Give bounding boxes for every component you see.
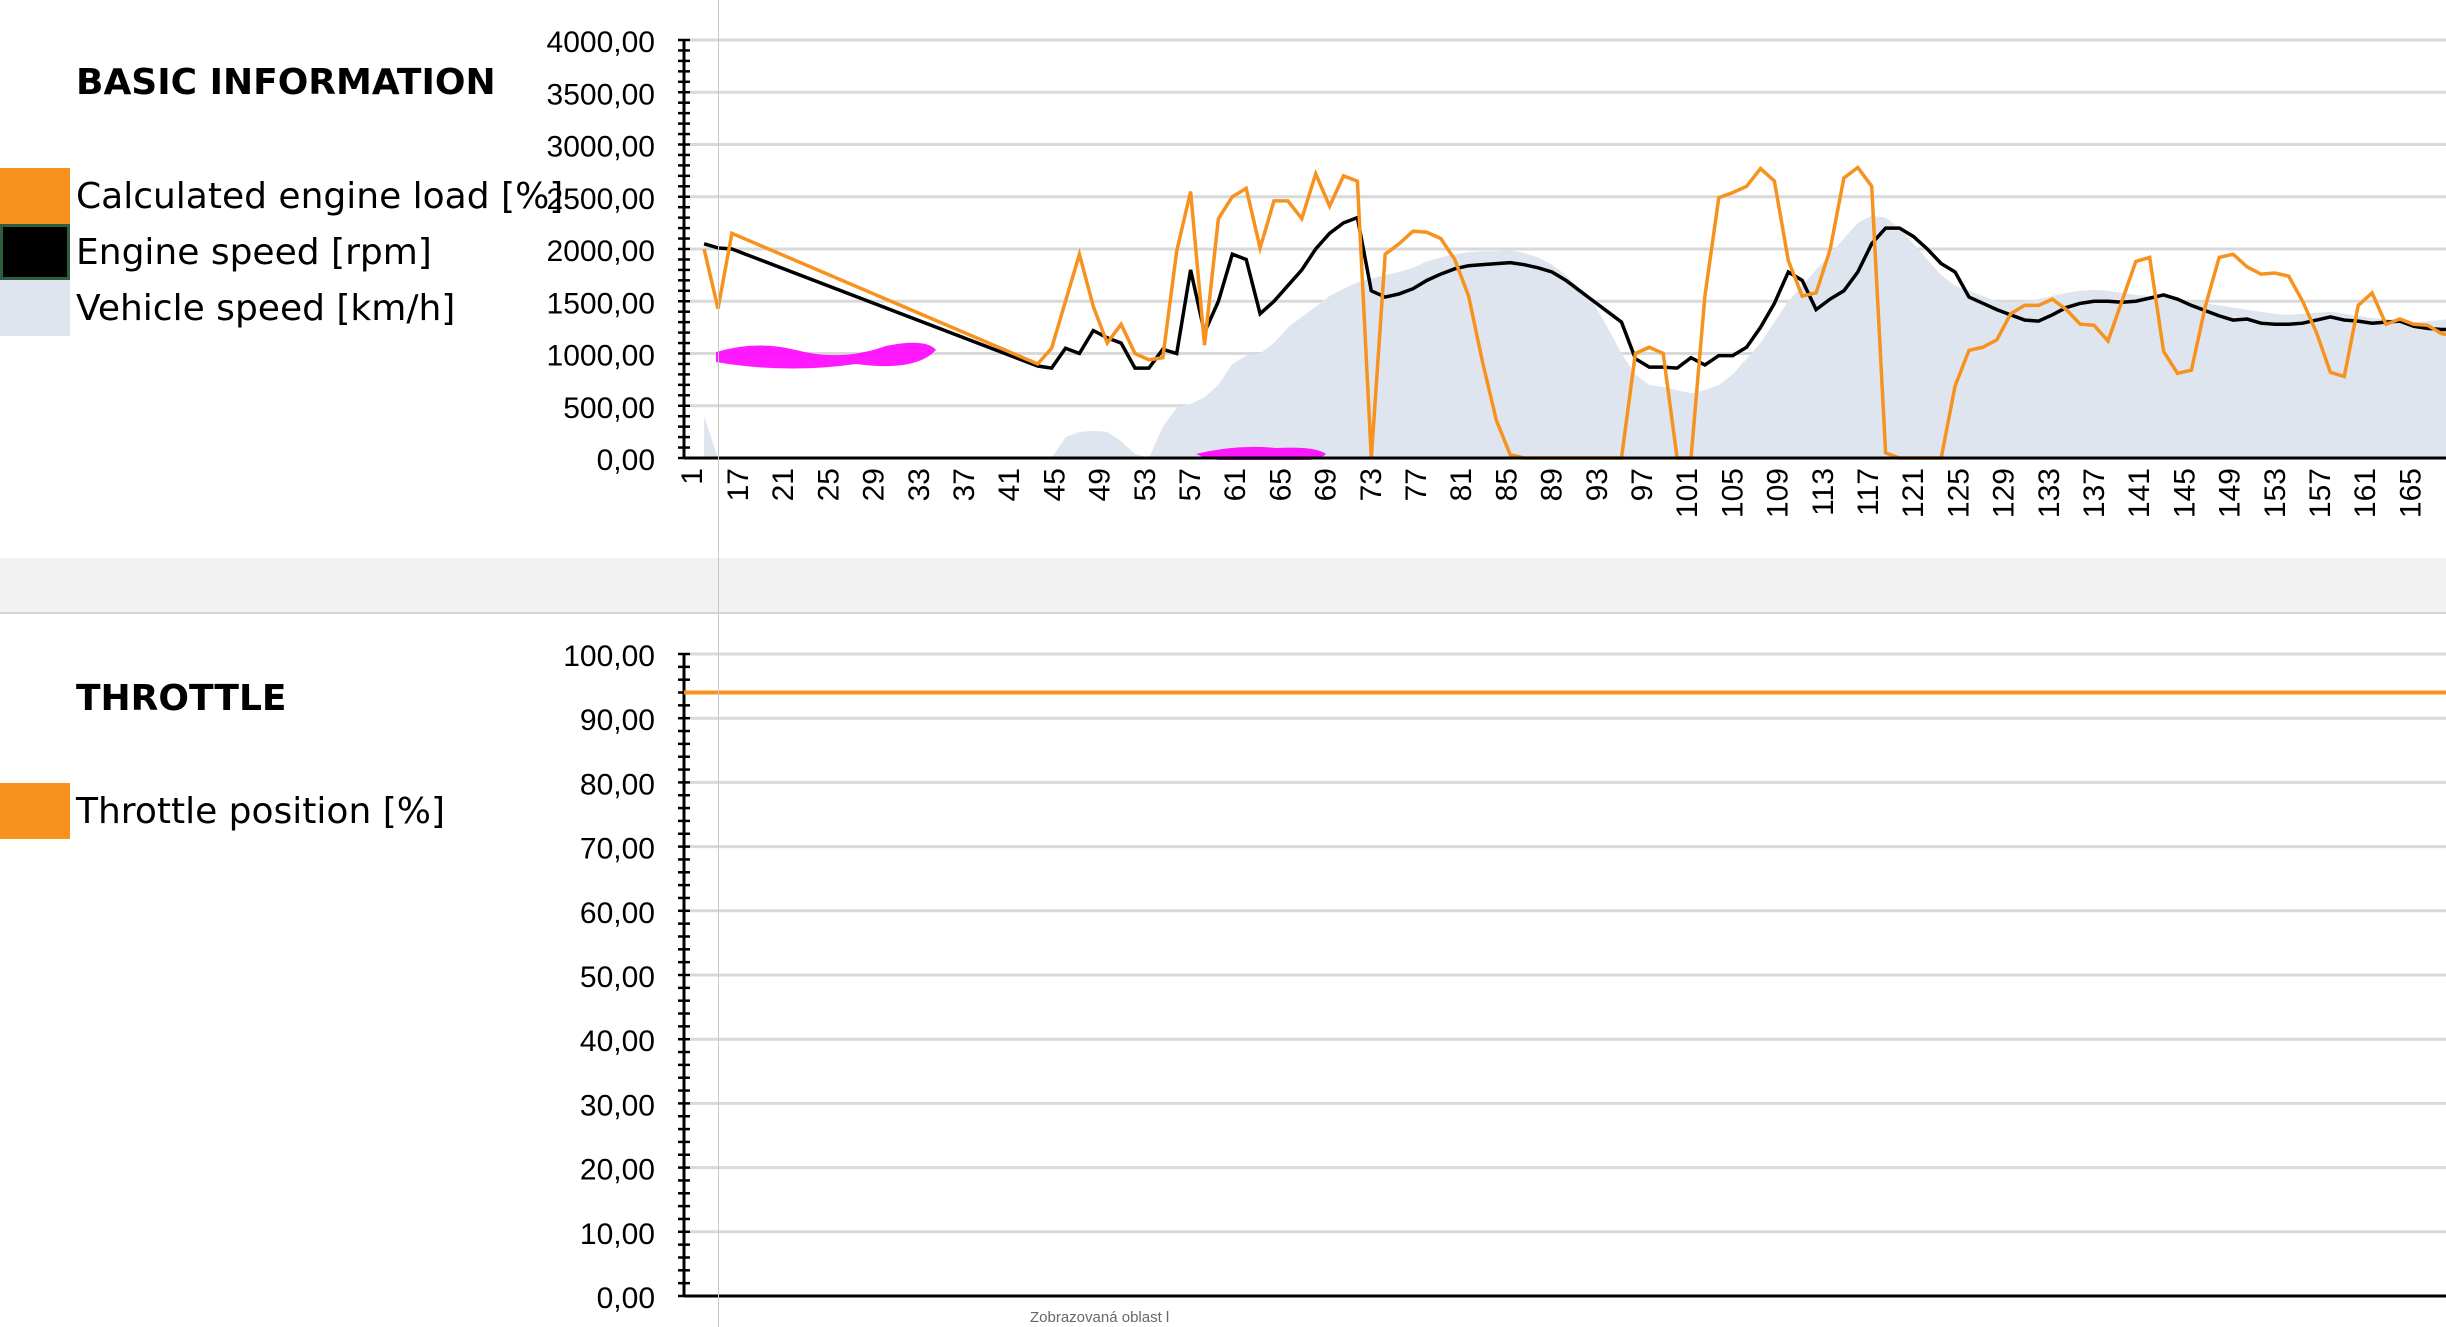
x-tick-label: 65: [1264, 468, 1297, 501]
legend-item-engine-load: Calculated engine load [%]: [0, 168, 563, 224]
x-tick-label: 17: [722, 468, 755, 501]
x-tick-label: 157: [2304, 468, 2337, 518]
y-tick-label: 0,00: [597, 1282, 655, 1315]
legend-swatch-vehicle-speed: [0, 280, 70, 336]
x-tick-label: 109: [1762, 468, 1795, 518]
y-tick-label: 40,00: [580, 1025, 655, 1058]
y-tick-label: 70,00: [580, 833, 655, 866]
x-tick-label: 149: [2214, 468, 2247, 518]
x-tick-label: 85: [1490, 468, 1523, 501]
x-tick-label: 57: [1174, 468, 1207, 501]
y-tick-label: 30,00: [580, 1089, 655, 1122]
x-tick-label: 53: [1129, 468, 1162, 501]
legend-swatch-engine-load: [0, 168, 70, 224]
legend-label-throttle-position: Throttle position [%]: [76, 790, 445, 832]
basic-information-chart: 0,00 500,00 1000,00 1500,00 2000,00 2500,00 30…: [547, 26, 2446, 518]
x-tick-label: 141: [2123, 468, 2156, 518]
x-tick-label: 121: [1897, 468, 1930, 518]
x-tick-label: 161: [2349, 468, 2382, 518]
x-tick-label: 93: [1581, 468, 1614, 501]
footer-note: Zobrazovaná oblast l: [1030, 1309, 1170, 1326]
series-vehicle-speed-area: [704, 215, 2446, 458]
throttle-title: THROTTLE: [76, 678, 287, 719]
x-tick-label: 49: [1084, 468, 1117, 501]
y-tick-label: 100,00: [563, 640, 655, 673]
x-tick-label: 153: [2259, 468, 2292, 518]
series-engine-speed-line: [703, 215, 2446, 371]
section-divider: [0, 612, 2446, 614]
y-tick-label: 3000,00: [547, 131, 655, 164]
y-tick-label: 10,00: [580, 1218, 655, 1251]
legend-item-engine-speed: Engine speed [rpm]: [0, 224, 432, 280]
legend-label-engine-load: Calculated engine load [%]: [76, 175, 564, 217]
x-tick-label: 61: [1219, 468, 1252, 501]
basic-information-title: BASIC INFORMATION: [76, 62, 496, 103]
x-tick-label: 45: [1038, 468, 1071, 501]
section-separator: [0, 558, 2446, 612]
y-tick-label: 1000,00: [547, 340, 655, 373]
highlight-mark: [716, 342, 936, 369]
x-tick-label: 101: [1671, 468, 1704, 518]
frozen-pane-divider[interactable]: [718, 0, 719, 1327]
plot-area: [702, 165, 2446, 460]
x-tick-label: 117: [1852, 468, 1885, 516]
x-tick-label: 77: [1400, 468, 1433, 501]
x-tick-label: 73: [1355, 468, 1388, 501]
y-tick-label: 1500,00: [547, 287, 655, 320]
y-tick-label: 3500,00: [547, 78, 655, 111]
x-tick-label: 25: [812, 468, 845, 501]
legend-item-vehicle-speed: Vehicle speed [km/h]: [0, 280, 455, 336]
y-tick-label: 60,00: [580, 897, 655, 930]
series-engine-load-line: [702, 165, 2446, 460]
y-tick-label: 20,00: [580, 1154, 655, 1187]
x-tick-label: 133: [2033, 468, 2066, 518]
y-tick-label: 50,00: [580, 961, 655, 994]
y-tick-label: 4000,00: [547, 26, 655, 59]
legend-label-engine-speed: Engine speed [rpm]: [76, 231, 432, 273]
x-tick-label: 21: [767, 468, 800, 501]
x-tick-label: 29: [858, 468, 891, 501]
x-tick-label: 41: [993, 468, 1026, 501]
legend-swatch-engine-speed: [0, 224, 70, 280]
legend-swatch-throttle-position: [0, 783, 70, 839]
y-tick-label: 80,00: [580, 768, 655, 801]
x-tick-label: 37: [948, 468, 981, 501]
y-tick-label: 2500,00: [547, 183, 655, 216]
y-tick-label: 500,00: [563, 392, 655, 425]
x-tick-label: 113: [1807, 468, 1840, 516]
y-tick-label: 90,00: [580, 704, 655, 737]
x-tick-label: 125: [1942, 468, 1975, 518]
x-tick-label: 145: [2168, 468, 2201, 518]
x-tick-label: 69: [1310, 468, 1343, 501]
x-tick-label: 129: [1988, 468, 2021, 518]
x-tick-label: 81: [1445, 468, 1478, 501]
x-tick-label: 33: [903, 468, 936, 501]
y-tick-label: 2000,00: [547, 235, 655, 268]
x-tick-label: 1: [676, 468, 709, 485]
legend-label-vehicle-speed: Vehicle speed [km/h]: [76, 287, 456, 329]
legend-item-throttle-position: Throttle position [%]: [0, 783, 445, 839]
x-tick-label: 89: [1536, 468, 1569, 501]
y-tick-label: 0,00: [597, 444, 655, 477]
x-tick-label: 105: [1716, 468, 1749, 518]
x-tick-label: 165: [2394, 468, 2427, 518]
x-tick-label: 97: [1626, 468, 1659, 501]
x-tick-label: 137: [2078, 468, 2111, 518]
